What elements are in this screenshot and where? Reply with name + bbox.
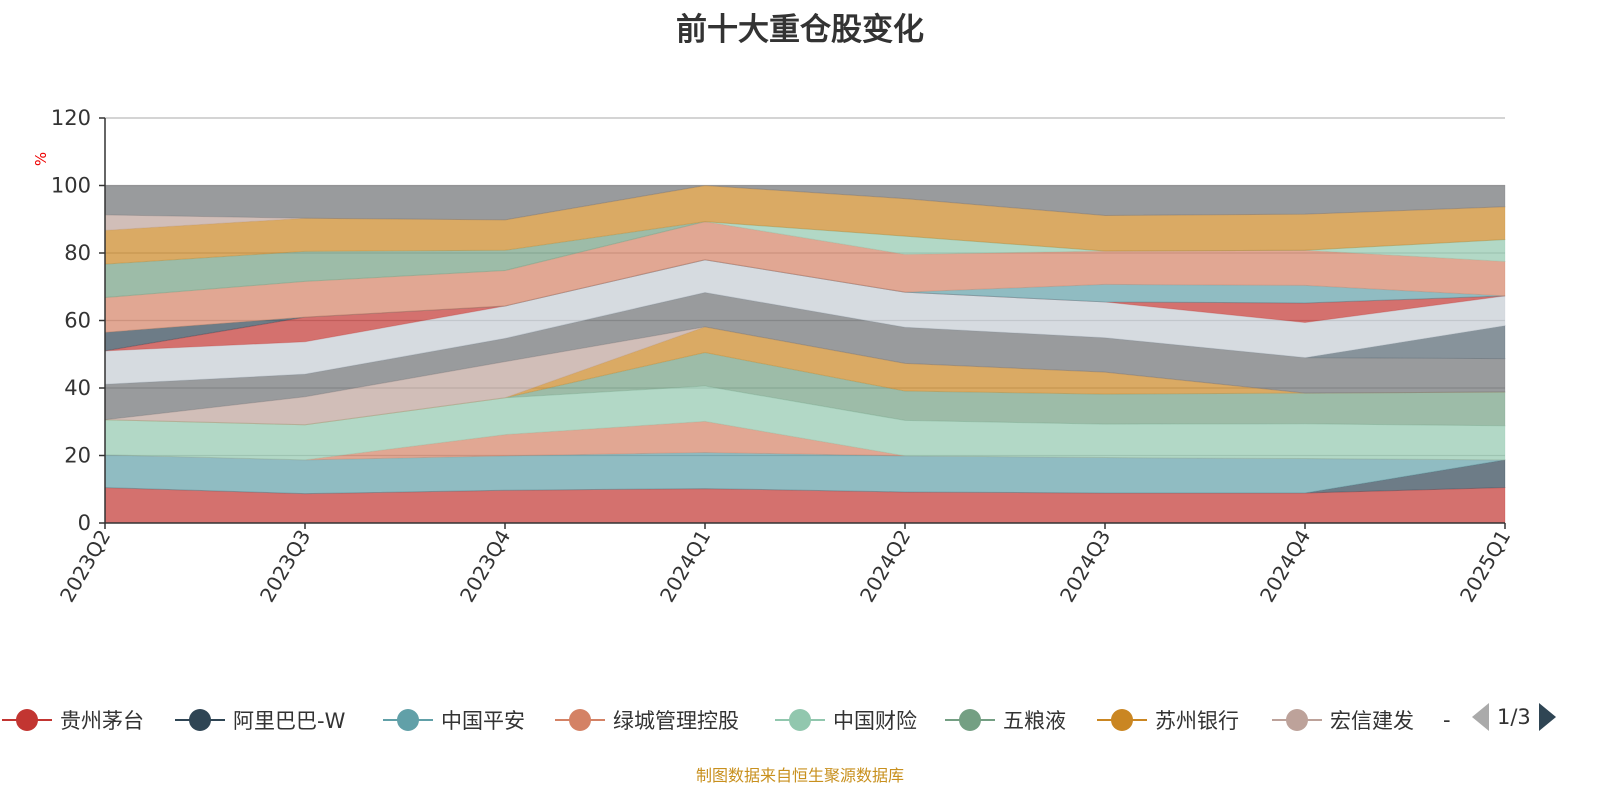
area-series bbox=[104, 184, 1506, 524]
x-tick-label: 2023Q4 bbox=[455, 526, 515, 607]
area-series-19 bbox=[104, 184, 1506, 221]
legend-item-5[interactable]: 五粮液 bbox=[945, 705, 1066, 735]
chart-title: 前十大重仓股变化 bbox=[676, 12, 924, 48]
x-tick-label: 2024Q1 bbox=[655, 526, 715, 607]
legend-label: 贵州茅台 bbox=[60, 709, 144, 733]
x-tick-label: 2024Q4 bbox=[1255, 526, 1315, 607]
area-series-15 bbox=[104, 221, 1506, 299]
x-tick-label: 2023Q3 bbox=[255, 526, 315, 607]
legend-item-3[interactable]: 绿城管理控股 bbox=[555, 705, 739, 735]
legend-label: 阿里巴巴-W bbox=[233, 709, 346, 733]
legend-label: 五粮液 bbox=[1003, 709, 1066, 733]
legend-marker-icon bbox=[1097, 705, 1147, 735]
area-series-4 bbox=[104, 385, 1506, 461]
legend-item-1[interactable]: 阿里巴巴-W bbox=[175, 705, 345, 735]
legend-label: 绿城管理控股 bbox=[613, 709, 739, 733]
area-series-1 bbox=[104, 459, 1506, 495]
legend-page-indicator: 1/3 bbox=[1497, 705, 1531, 729]
x-tick-label: 2025Q1 bbox=[1455, 526, 1515, 607]
x-tick-label: 2024Q2 bbox=[855, 526, 915, 607]
legend-marker-icon bbox=[175, 705, 225, 735]
legend-item-6[interactable]: 苏州银行 bbox=[1097, 705, 1239, 735]
y-tick-label: 60 bbox=[64, 309, 91, 333]
legend-item-7[interactable]: 宏信建发 bbox=[1272, 705, 1414, 735]
y-tick-label: 120 bbox=[51, 106, 91, 130]
legend-item-2[interactable]: 中国平安 bbox=[383, 705, 525, 735]
x-tick-label: 2023Q2 bbox=[55, 526, 115, 607]
legend-marker-icon bbox=[2, 705, 52, 735]
y-tick-label: 80 bbox=[64, 241, 91, 265]
legend-next-page-icon[interactable] bbox=[1538, 703, 1556, 731]
y-tick-label: 0 bbox=[78, 511, 91, 535]
legend-label: 中国财险 bbox=[833, 709, 917, 733]
legend-item-truncated[interactable]: - bbox=[1443, 705, 1451, 735]
legend-marker-icon bbox=[555, 705, 605, 735]
legend-marker-icon bbox=[383, 705, 433, 735]
legend-label: - bbox=[1443, 708, 1451, 732]
legend-item-0[interactable]: 贵州茅台 bbox=[2, 705, 144, 735]
legend-item-4[interactable]: 中国财险 bbox=[775, 705, 917, 735]
legend-label: 宏信建发 bbox=[1330, 709, 1414, 733]
legend-label: 苏州银行 bbox=[1155, 709, 1239, 733]
legend-pager: 1/3 bbox=[1472, 703, 1556, 731]
y-tick-label: 20 bbox=[64, 444, 91, 468]
legend-marker-icon bbox=[775, 705, 825, 735]
legend-marker-icon bbox=[945, 705, 995, 735]
x-tick-label: 2024Q3 bbox=[1055, 526, 1115, 607]
area-series-14 bbox=[104, 221, 1506, 333]
area-series-5 bbox=[104, 352, 1506, 427]
data-source-footer: 制图数据来自恒生聚源数据库 bbox=[695, 766, 904, 785]
legend-prev-page-icon[interactable] bbox=[1472, 703, 1489, 731]
legend-label: 中国平安 bbox=[441, 709, 525, 733]
y-tick-label: 40 bbox=[64, 376, 91, 400]
y-tick-label: 100 bbox=[51, 174, 91, 198]
legend-marker-icon bbox=[1272, 705, 1322, 735]
y-axis-label: % bbox=[32, 151, 51, 167]
